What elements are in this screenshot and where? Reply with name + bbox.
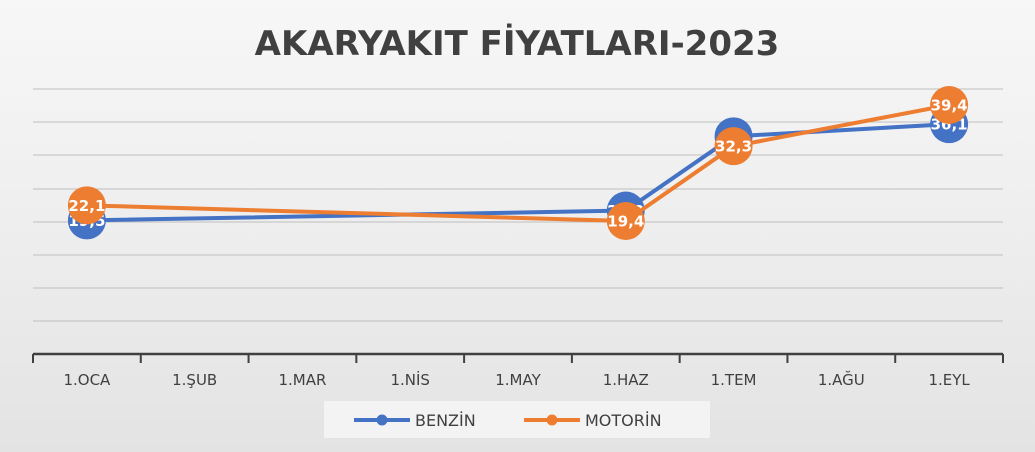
legend-entry-benzi̇n: BENZİN xyxy=(354,411,476,430)
legend: BENZİN MOTORİN xyxy=(324,401,710,438)
legend-label: MOTORİN xyxy=(585,411,662,430)
series-layer: 19,521,23436,122,119,432,339,4 xyxy=(67,86,969,240)
data-point-marker xyxy=(930,86,969,124)
data-point-marker xyxy=(606,202,645,240)
data-label: 22,1 xyxy=(68,197,105,215)
x-tick-label: 1.MAR xyxy=(278,371,326,389)
x-tick-label: 1.TEM xyxy=(711,371,757,389)
data-point-marker xyxy=(67,186,106,225)
x-tick-label: 1.EYL xyxy=(928,371,970,389)
series-line xyxy=(84,122,952,223)
gridlines xyxy=(33,88,1003,322)
x-tick-label: 1.AĞU xyxy=(818,370,865,389)
x-tick-label: 1.NİS xyxy=(390,370,429,389)
data-point-marker xyxy=(714,127,753,166)
x-tick-label: 1.ŞUB xyxy=(172,371,217,389)
x-axis: 1.OCA 1.ŞUB 1.MAR 1.NİS 1.MAY 1.HAZ 1.TEM 1.AĞU… xyxy=(32,352,1004,389)
data-label: 32,3 xyxy=(715,138,752,156)
legend-marker xyxy=(376,414,388,426)
series-line xyxy=(84,103,952,223)
legend-marker xyxy=(546,414,558,426)
data-label: 19,4 xyxy=(607,213,644,231)
x-tick-label: 1.OCA xyxy=(63,371,111,389)
legend-entry-motori̇n: MOTORİN xyxy=(524,411,662,430)
series-motori̇n: 22,1 19,4 32,3 39,4 xyxy=(67,86,969,240)
data-label: 39,4 xyxy=(931,97,968,115)
chart-title: AKARYAKIT FİYATLARI-2023 xyxy=(255,23,780,64)
legend-label: BENZİN xyxy=(415,411,476,430)
x-tick-label: 1.MAY xyxy=(495,371,541,389)
x-tick-label: 1.HAZ xyxy=(603,371,649,389)
